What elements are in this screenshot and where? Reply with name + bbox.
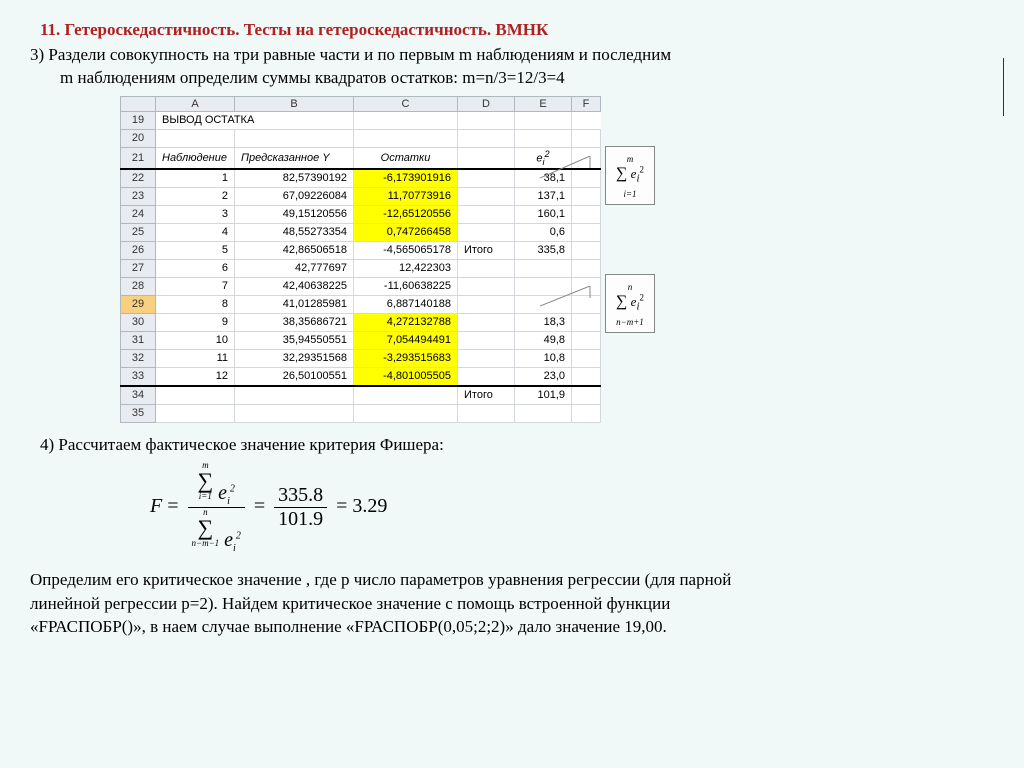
table-row: 19 ВЫВОД ОСТАТКА bbox=[121, 111, 601, 129]
table-row: 321132,29351568-3,29351568310,8 bbox=[121, 349, 601, 367]
table-row: 311035,945505517,05449449149,8 bbox=[121, 331, 601, 349]
table-row: 35 bbox=[121, 404, 601, 422]
spreadsheet-area: A B C D E F 19 ВЫВОД ОСТАТКА 20 21 Наблю… bbox=[120, 96, 1024, 423]
conclusion-1: Определим его критическое значение , где… bbox=[0, 560, 1024, 592]
table-row: 25448,552733540,7472664580,6 bbox=[121, 223, 601, 241]
table-row: 27642,77769712,422303 bbox=[121, 259, 601, 277]
col-D[interactable]: D bbox=[458, 96, 515, 111]
table-row: 24349,15120556-12,65120556160,1 bbox=[121, 205, 601, 223]
table-row: 29841,012859816,887140188 bbox=[121, 295, 601, 313]
table-row: 23267,0922608411,70773916137,1 bbox=[121, 187, 601, 205]
page-title: 11. Гетероскедастичность. Тесты на гетер… bbox=[0, 0, 1024, 44]
col-B[interactable]: B bbox=[235, 96, 354, 111]
callout-sum-2: n ∑ ei2 n−m+1 bbox=[605, 274, 655, 333]
step4-text: 4) Рассчитаем фактическое значение крите… bbox=[0, 431, 1024, 455]
callout-tail-icon bbox=[540, 286, 610, 316]
table-row: 30938,356867214,27213278818,3 bbox=[121, 313, 601, 331]
fisher-formula: F = m∑i=1 ei2 n∑n−m−1 ei2 = 335.8 101.9 … bbox=[0, 455, 1024, 560]
table-row: 26542,86506518-4,565065178Итого335,8 bbox=[121, 241, 601, 259]
table-row: 28742,40638225-11,60638225 bbox=[121, 277, 601, 295]
table-row: 34Итого101,9 bbox=[121, 386, 601, 405]
conclusion-2: линейной регрессии p=2). Найдем критичес… bbox=[0, 592, 1024, 616]
col-E[interactable]: E bbox=[515, 96, 572, 111]
table-row: 22182,57390192-6,17390191638,1 bbox=[121, 169, 601, 188]
conclusion-3: «FРАСПОБР()», в наем случае выполнение «… bbox=[0, 615, 1024, 639]
callout-tail-icon bbox=[540, 156, 610, 186]
table-row: 21 Наблюдение Предсказанное Y Остатки ei… bbox=[121, 147, 601, 168]
residuals-table: A B C D E F 19 ВЫВОД ОСТАТКА 20 21 Наблю… bbox=[120, 96, 601, 423]
step3-text-1: 3) Раздели совокупность на три равные ча… bbox=[0, 44, 1024, 67]
col-F[interactable]: F bbox=[572, 96, 601, 111]
col-A[interactable]: A bbox=[156, 96, 235, 111]
col-C[interactable]: C bbox=[354, 96, 458, 111]
callout-sum-1: m ∑ ei2 i=1 bbox=[605, 146, 655, 205]
table-row: 20 bbox=[121, 129, 601, 147]
step3-text-2: m наблюдениям определим суммы квадратов … bbox=[0, 67, 1024, 90]
col-header-row: A B C D E F bbox=[121, 96, 601, 111]
table-row: 331226,50100551-4,80100550523,0 bbox=[121, 367, 601, 386]
